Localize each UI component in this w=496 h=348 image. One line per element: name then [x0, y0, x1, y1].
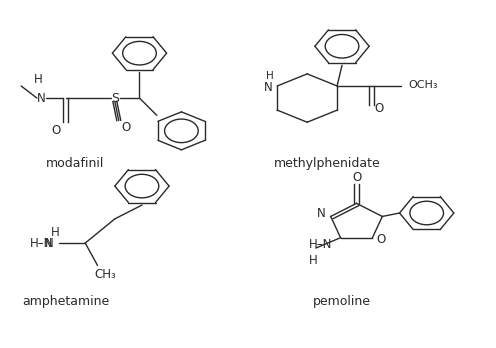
- Text: O: O: [374, 102, 383, 115]
- Text: OCH₃: OCH₃: [409, 80, 438, 89]
- Text: N: N: [316, 207, 325, 220]
- Text: modafinil: modafinil: [46, 157, 105, 170]
- Text: H–N: H–N: [29, 237, 53, 250]
- Text: pemoline: pemoline: [312, 295, 371, 308]
- Text: H: H: [309, 254, 318, 267]
- Text: H: H: [51, 226, 60, 239]
- Text: N: N: [37, 92, 45, 104]
- Text: O: O: [376, 233, 386, 246]
- Text: CH₃: CH₃: [94, 268, 116, 280]
- Text: N: N: [264, 81, 273, 94]
- Text: H: H: [266, 71, 274, 81]
- Text: S: S: [111, 92, 119, 104]
- Text: methylphenidate: methylphenidate: [273, 157, 380, 170]
- Text: N: N: [45, 237, 53, 250]
- Text: H–N: H–N: [309, 238, 332, 251]
- Text: O: O: [352, 171, 361, 184]
- Text: amphetamine: amphetamine: [22, 295, 109, 308]
- Text: O: O: [121, 121, 130, 134]
- Text: O: O: [51, 124, 61, 137]
- Text: H: H: [34, 73, 43, 86]
